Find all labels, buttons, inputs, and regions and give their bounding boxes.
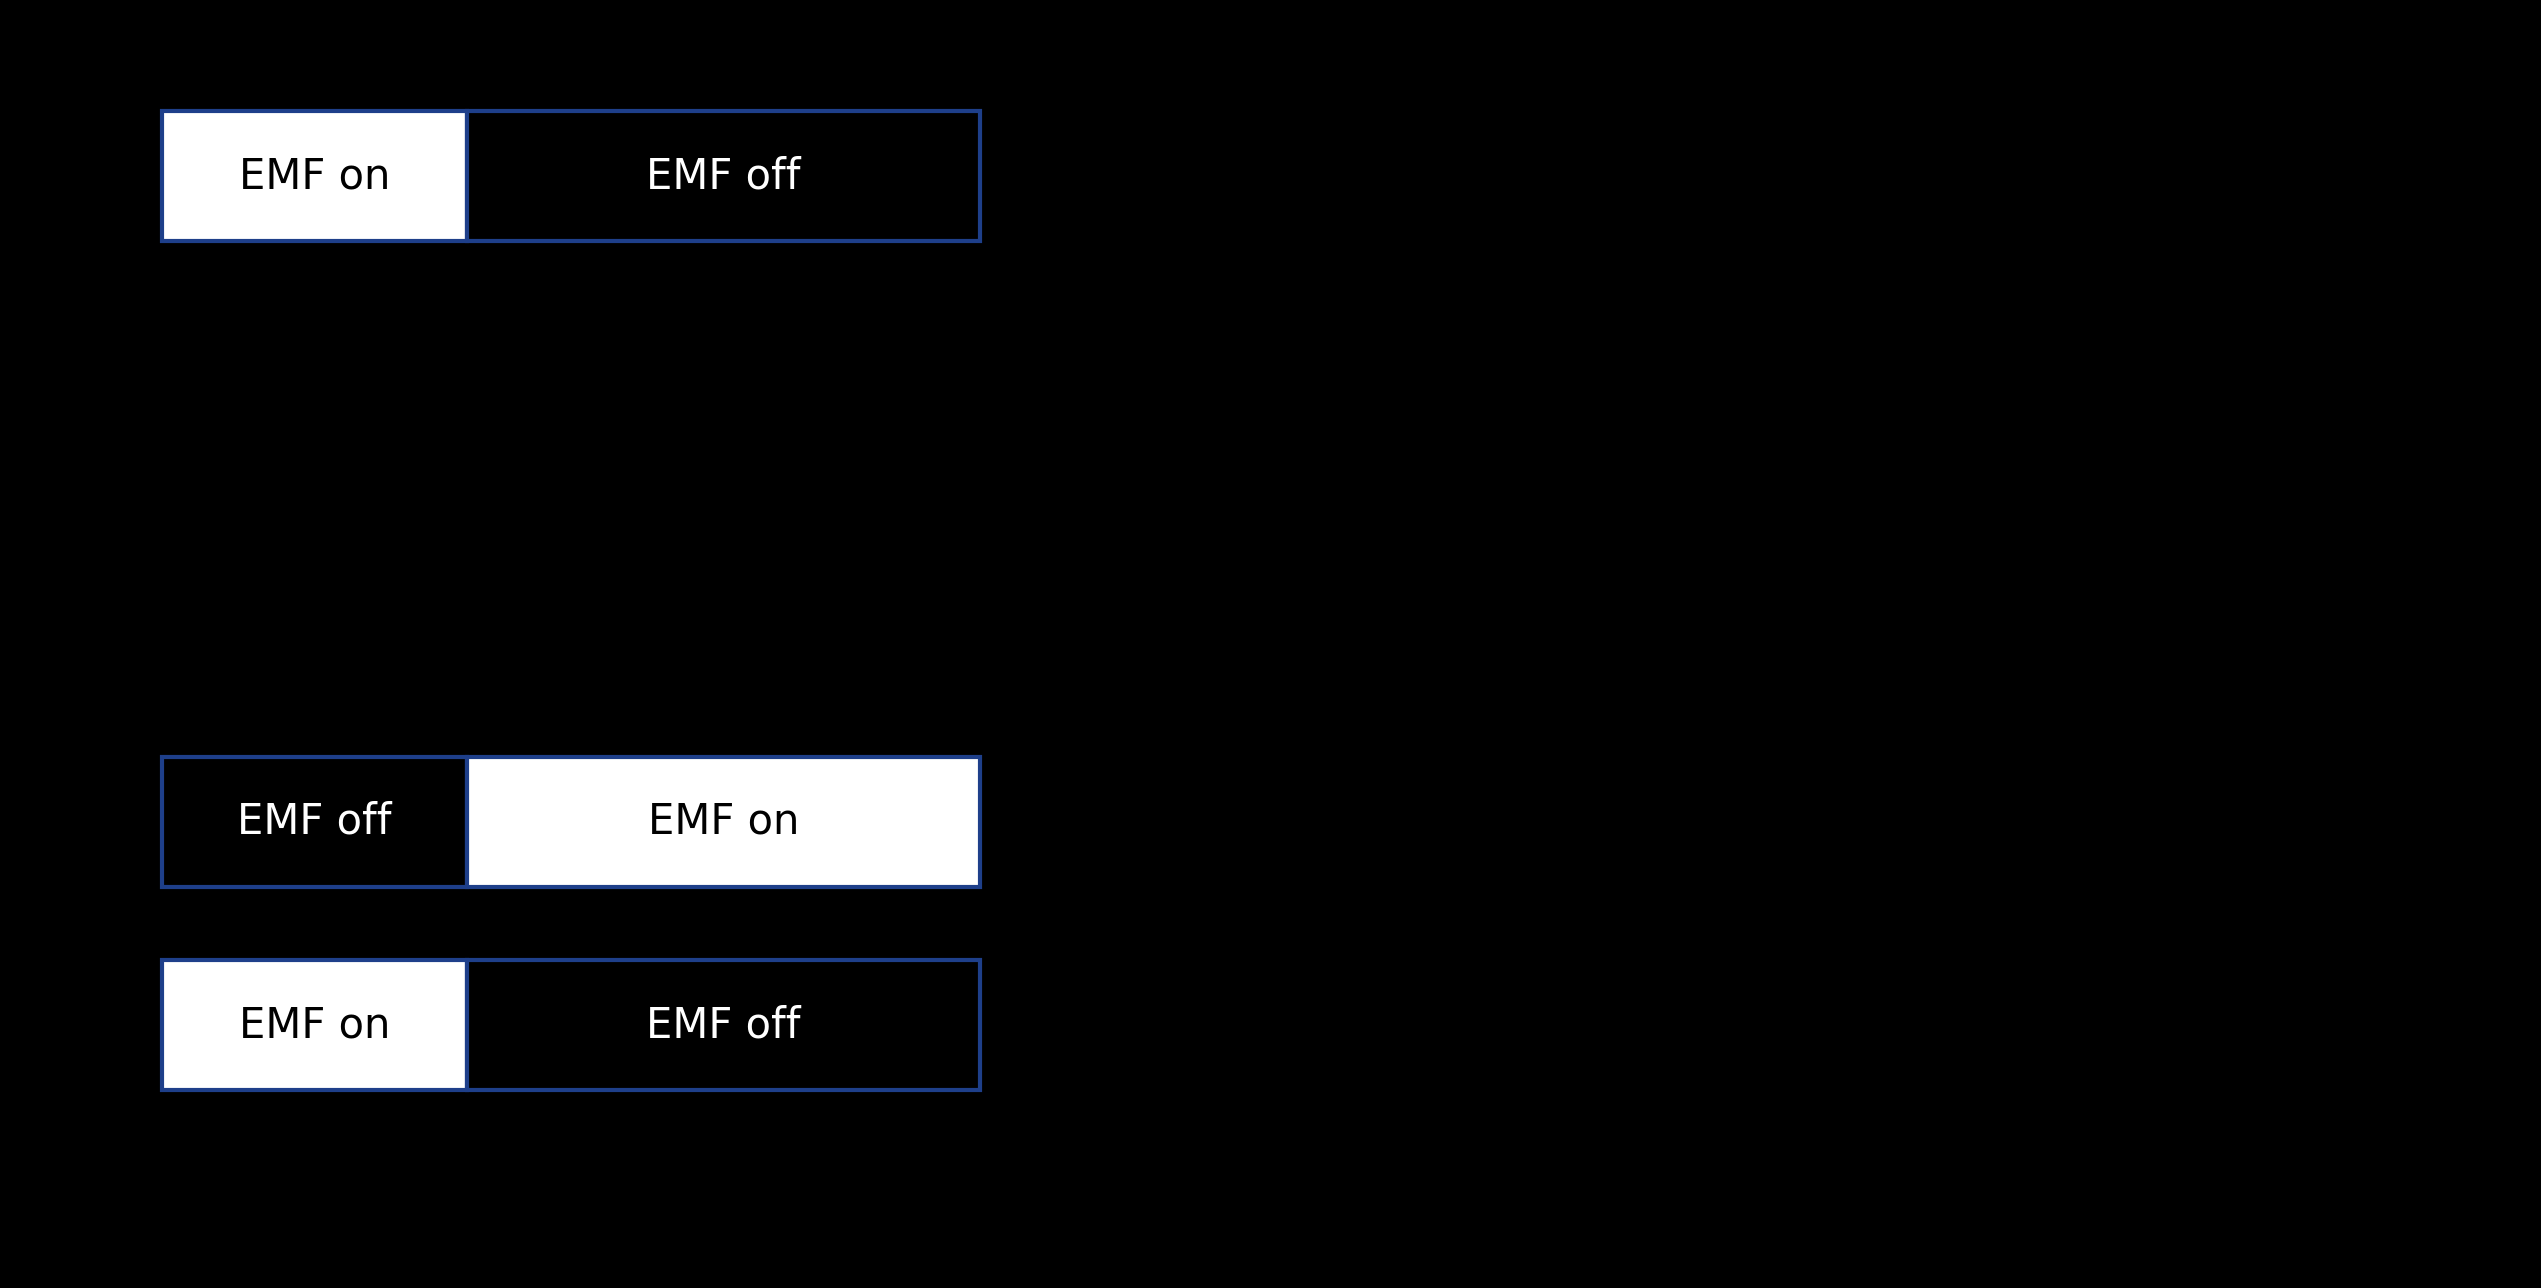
Text: EMF off: EMF off [236,801,391,842]
Bar [163,961,468,1090]
Bar [163,757,468,886]
Text: EMF on: EMF on [239,1005,391,1046]
Text: EMF on: EMF on [648,801,800,842]
Text: EMF off: EMF off [645,156,800,197]
Bar [468,757,981,886]
Text: EMF on: EMF on [239,156,391,197]
Bar [468,112,981,241]
Text: EMF off: EMF off [645,1005,800,1046]
Bar [468,961,981,1090]
Bar [163,112,468,241]
